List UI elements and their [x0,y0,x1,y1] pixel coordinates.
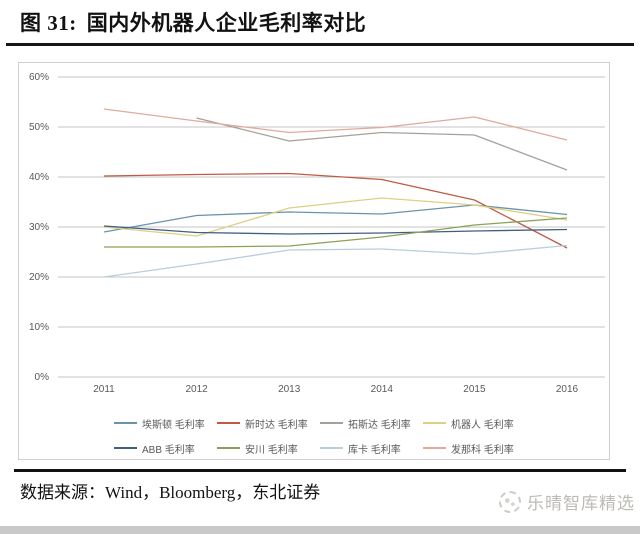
legend-label: ABB 毛利率 [142,444,195,456]
x-tick-label: 2012 [185,384,208,395]
legend-label: 埃斯顿 毛利率 [142,419,205,431]
chart-container: 60% 50% 40% 30% 20% 10% 0% 2011 2012 2013 2014 201… [18,62,610,460]
series-line [103,108,568,141]
y-tick-label: 50% [28,122,49,133]
legend-item: 新时达 毛利率 [217,415,320,431]
legend-label: 新时达 毛利率 [245,419,308,431]
series-line [103,197,568,237]
legend-label: 发那科 毛利率 [451,444,514,456]
legend-swatch-icon [423,422,446,424]
title-underline [6,43,634,46]
series-line [103,172,568,249]
legend-item: 发那科 毛利率 [423,440,526,456]
legend-swatch-icon [217,422,240,424]
legend-swatch-icon [423,447,446,449]
data-source-text: 数据来源：Wind，Bloomberg，东北证券 [20,483,321,502]
legend-item: 库卡 毛利率 [320,440,423,456]
series-line [104,217,568,248]
x-tick-label: 2015 [463,384,486,395]
figure-title-text: 国内外机器人企业毛利率对比 [86,11,367,35]
figure-label: 图 31: [20,11,77,35]
figure-title: 图 31: 国内外机器人企业毛利率对比 [20,7,366,37]
legend-label: 安川 毛利率 [245,444,298,456]
line-chart-canvas [58,76,605,378]
y-tick-label: 60% [28,72,49,83]
legend-label: 机器人 毛利率 [451,419,514,431]
legend-label: 拓斯达 毛利率 [348,419,411,431]
x-tick-label: 2013 [278,384,301,395]
bottom-border-bar [0,526,640,534]
series-line [103,204,568,233]
legend-item: ABB 毛利率 [114,440,217,456]
series-line [196,117,568,171]
y-tick-label: 0% [34,372,49,383]
legend-label: 库卡 毛利率 [348,444,401,456]
series-line [103,225,568,235]
legend-item: 机器人 毛利率 [423,415,526,431]
legend-item: 安川 毛利率 [217,440,320,456]
series-line [103,244,568,278]
legend-item: 埃斯顿 毛利率 [114,415,217,431]
legend-swatch-icon [320,422,343,424]
watermark-text: 乐晴智库精选 [527,494,635,513]
footer-rule [14,469,626,472]
y-tick-label: 30% [28,222,49,233]
y-tick-label: 20% [28,272,49,283]
legend-swatch-icon [114,422,137,424]
y-tick-label: 40% [28,172,49,183]
watermark-logo-icon [499,490,521,513]
x-tick-label: 2016 [555,384,579,395]
x-tick-label: 2014 [370,384,393,395]
legend-swatch-icon [217,447,240,449]
legend-item: 拓斯达 毛利率 [320,415,423,431]
y-tick-label: 10% [28,322,49,333]
legend-swatch-icon [320,447,343,449]
legend-swatch-icon [114,447,137,449]
x-tick-label: 2011 [93,384,115,395]
watermark: 乐晴智库精选 [499,489,635,514]
chart-legend: 埃斯顿 毛利率 新时达 毛利率 拓斯达 毛利率 机器人 毛利率 ABB 毛利率 安川 毛利… [114,415,526,456]
